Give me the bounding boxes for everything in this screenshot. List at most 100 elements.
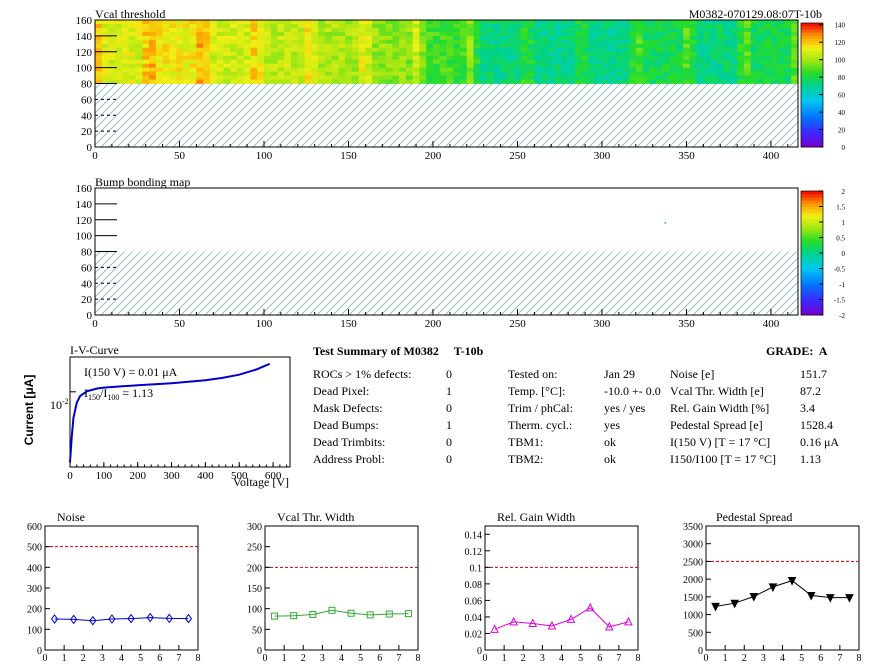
map-cell <box>236 55 245 61</box>
map-cell <box>588 75 596 80</box>
map-cell <box>142 75 150 80</box>
map-cell <box>716 35 725 41</box>
map-cell <box>689 43 698 49</box>
map-cell <box>324 23 332 29</box>
palette-cell <box>801 280 823 285</box>
panel-point <box>50 614 59 624</box>
map-cell <box>770 55 779 61</box>
map-cell <box>365 27 373 33</box>
map-cell <box>547 71 556 76</box>
map-cell <box>203 79 211 84</box>
palette-cell <box>801 225 823 229</box>
map-cell <box>750 71 758 76</box>
map-cell <box>689 35 698 41</box>
map-cell <box>635 20 643 25</box>
palette-tick-label: 1.5 <box>836 204 845 212</box>
map-cell <box>250 31 258 37</box>
map-cell <box>500 47 508 53</box>
map-cell <box>723 31 731 37</box>
map-cell <box>182 47 191 53</box>
map-cell <box>216 20 224 25</box>
map-cell <box>95 55 103 61</box>
map-cell <box>311 27 319 33</box>
map-cell <box>595 20 603 25</box>
palette-cell <box>801 23 823 27</box>
map-cell <box>392 31 400 37</box>
map-cell <box>662 23 670 29</box>
map-cell <box>358 79 366 84</box>
map-cell <box>696 39 704 45</box>
map-cell <box>196 23 204 29</box>
map-cell <box>615 79 623 84</box>
map-cell <box>209 35 218 41</box>
map-cell <box>203 27 211 33</box>
map-cell <box>378 20 387 25</box>
map-cell <box>520 31 529 37</box>
map-cell <box>770 75 779 80</box>
map-cell <box>649 20 657 25</box>
map-cell <box>426 67 434 72</box>
map-cell <box>331 20 339 25</box>
map-cell <box>176 63 184 69</box>
map-cell <box>703 75 711 80</box>
map-cell <box>446 59 454 65</box>
map-cell <box>466 55 474 61</box>
map-cell <box>514 59 522 65</box>
map-cell <box>311 63 319 69</box>
panel-ytick-label: 1000 <box>683 611 703 622</box>
map-ytick-label: 80 <box>81 79 93 91</box>
map-cell <box>710 55 718 61</box>
map-cell <box>304 63 312 69</box>
map-cell <box>473 47 481 53</box>
map-cell <box>257 27 265 33</box>
map-cell <box>277 23 285 29</box>
summary-value: 1 <box>446 384 452 398</box>
map-cell <box>460 39 468 45</box>
map-cell <box>95 63 103 69</box>
map-cell <box>169 31 177 37</box>
map-cell <box>399 43 407 49</box>
map-cell <box>689 31 698 37</box>
map-cell <box>710 79 718 84</box>
map-cell <box>331 71 339 76</box>
panel-ytick-label: 50 <box>252 625 262 636</box>
map-xtick-label: 150 <box>340 150 357 162</box>
palette-tick-label: 140 <box>835 22 846 30</box>
map-cell <box>372 67 380 72</box>
map-cell <box>169 43 177 49</box>
map-cell <box>601 59 610 65</box>
bump-palette: -2-1.5-1-0.500.511.52 <box>800 188 846 320</box>
map-cell <box>176 47 184 53</box>
map-cell <box>716 27 725 33</box>
map-cell <box>358 55 366 61</box>
map-cell <box>757 31 765 37</box>
map-cell <box>757 39 765 45</box>
map-cell <box>169 39 177 45</box>
map-cell <box>426 35 434 41</box>
map-cell <box>128 43 136 49</box>
palette-cell <box>801 262 823 266</box>
map-cell <box>378 63 387 69</box>
map-cell <box>547 47 556 53</box>
map-cell <box>656 59 664 65</box>
map-cell <box>743 75 752 80</box>
map-cell <box>365 71 373 76</box>
panel-point <box>605 621 614 631</box>
map-cell <box>568 71 576 76</box>
map-cell <box>419 20 427 25</box>
map-cell <box>534 55 542 61</box>
map-cell <box>615 43 623 49</box>
map-cell <box>527 51 535 57</box>
map-cell <box>338 23 346 29</box>
map-cell <box>95 23 103 29</box>
map-cell <box>338 35 346 41</box>
map-cell <box>507 55 515 61</box>
map-cell <box>547 43 556 49</box>
map-cell <box>541 71 549 76</box>
map-cell <box>581 51 589 57</box>
map-cell <box>392 59 400 65</box>
map-cell <box>385 43 393 49</box>
map-cell <box>189 55 197 61</box>
map-cell <box>784 39 792 45</box>
map-cell <box>128 23 136 29</box>
